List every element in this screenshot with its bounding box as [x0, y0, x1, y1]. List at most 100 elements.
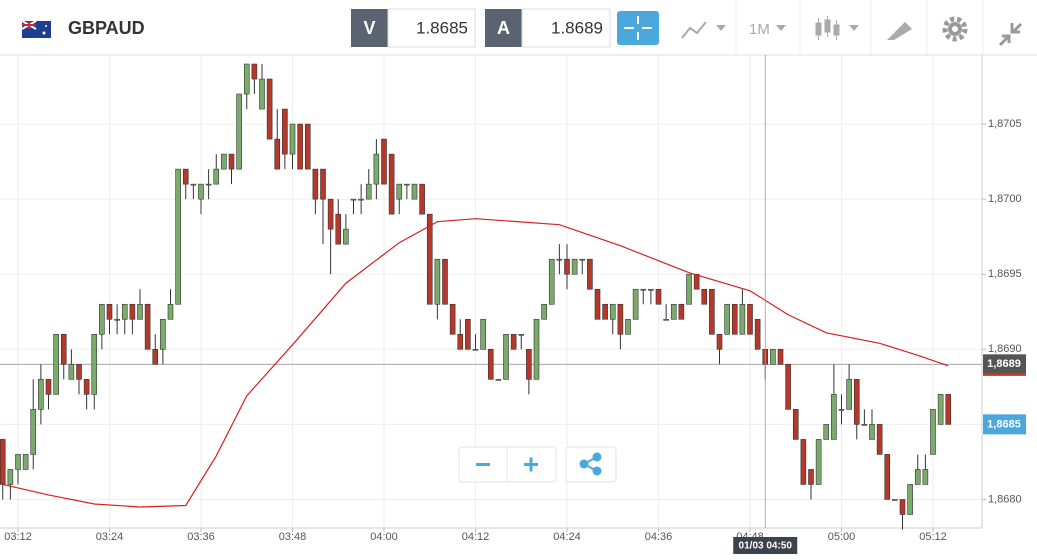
- candle-body: [526, 349, 532, 380]
- candle-body: [449, 303, 456, 335]
- candle-body: [937, 394, 944, 425]
- candle-body: [121, 303, 128, 320]
- candle-body: [282, 108, 288, 155]
- bid-box[interactable]: [387, 8, 476, 48]
- symbol: GBPAUD: [68, 18, 145, 38]
- moving-average-line: [2, 218, 949, 508]
- candle-body: [297, 123, 303, 170]
- candle-body: [396, 183, 403, 200]
- candle-body: [289, 123, 296, 155]
- candle-body: [205, 183, 212, 186]
- candle-body: [556, 258, 563, 261]
- candle-body: [137, 303, 143, 320]
- candle-body: [564, 258, 570, 275]
- candle-body: [678, 303, 685, 320]
- candle-body: [747, 303, 753, 335]
- bid-label-box: [983, 414, 1026, 435]
- collapse-button[interactable]: [998, 22, 1023, 47]
- candle-body: [167, 303, 174, 320]
- candle-body: [632, 288, 639, 320]
- candle-body: [640, 288, 647, 291]
- candle-body: [411, 183, 418, 200]
- candle-body: [800, 439, 807, 485]
- candle-body: [853, 379, 860, 425]
- candle-body: [777, 349, 784, 365]
- candle-body: [770, 349, 776, 365]
- timeframe[interactable]: 1M: [749, 21, 770, 38]
- bid-letter: V: [363, 18, 375, 38]
- x-tick-label: 04:12: [462, 531, 490, 543]
- candle-body: [350, 198, 357, 201]
- candle-body: [876, 424, 883, 455]
- candle-body: [693, 273, 700, 290]
- timeframe-caret: [776, 25, 786, 31]
- candle-body: [274, 138, 281, 170]
- y-tick-label: 1,8690: [988, 343, 1022, 355]
- candle-body: [831, 394, 837, 440]
- candle-style-button[interactable]: [815, 16, 859, 40]
- candle-body: [716, 333, 723, 350]
- candle-body: [259, 78, 265, 110]
- candle-body: [442, 258, 448, 305]
- bid-button[interactable]: [351, 9, 388, 47]
- candle-body: [0, 439, 6, 485]
- ask-letter: A: [497, 18, 510, 38]
- candle-body: [335, 213, 342, 245]
- candle-body: [754, 318, 761, 350]
- share-button[interactable]: [579, 452, 602, 476]
- settings-button[interactable]: [942, 16, 968, 42]
- candle-body: [899, 499, 906, 515]
- draw-tool-button[interactable]: [887, 22, 912, 40]
- candle-body: [701, 288, 708, 305]
- candle-body: [571, 258, 578, 275]
- candle-body: [861, 424, 868, 426]
- candle-body: [922, 469, 929, 485]
- toolbar: GBPAUD V 1.8685 A 1.8689 1M: [0, 0, 1037, 56]
- candle-body: [228, 153, 235, 170]
- y-tick-label: 1,8695: [988, 268, 1022, 280]
- x-tick-label: 05:00: [828, 531, 856, 543]
- ask-button[interactable]: [485, 9, 522, 47]
- x-tick-label: 03:24: [96, 531, 124, 543]
- x-tick-label: 04:24: [553, 531, 581, 543]
- candle-body: [388, 153, 395, 215]
- candle-body: [731, 303, 738, 335]
- candle-body: [892, 499, 898, 501]
- candle-body: [15, 454, 21, 470]
- candle-body: [358, 198, 364, 201]
- candle-body: [914, 469, 921, 485]
- candle-body: [236, 93, 242, 170]
- y-tick-label: 1,8700: [988, 193, 1022, 205]
- candle-body: [663, 318, 669, 321]
- candle-body: [182, 168, 189, 185]
- candle-body: [785, 364, 791, 410]
- candle-body: [617, 303, 624, 335]
- candle-body: [76, 364, 82, 380]
- x-tick-label: 04:36: [645, 531, 673, 543]
- candle-body: [465, 318, 471, 350]
- candle-body: [930, 409, 936, 455]
- candle-body: [487, 349, 494, 380]
- candle-body: [510, 333, 517, 350]
- candle-body: [602, 303, 608, 320]
- chart-type-button[interactable]: [681, 21, 726, 39]
- zoom-in-button[interactable]: [524, 457, 538, 472]
- candle-body: [518, 333, 525, 336]
- share-panel: [565, 446, 617, 483]
- y-tick-label: 1,8705: [988, 118, 1022, 130]
- candle-body: [373, 153, 380, 185]
- candle-body: [221, 153, 227, 170]
- crosshair-button[interactable]: [617, 11, 659, 45]
- bid-price: 1.8685: [416, 18, 468, 37]
- plot-area: 03:12 03:24 03:36 03:48 04:00 04:12 04:24 04:36…: [0, 55, 1026, 554]
- y-tick-label: 1,8680: [988, 493, 1022, 505]
- candle-body: [594, 288, 601, 320]
- price-label-box: [983, 354, 1026, 375]
- candle-body: [152, 349, 159, 365]
- ask-box[interactable]: [521, 8, 611, 48]
- candle-body: [541, 303, 547, 320]
- price-label: 1,8689: [987, 358, 1021, 370]
- candle-body: [579, 258, 586, 261]
- candle-body: [792, 409, 799, 440]
- candle-body: [7, 469, 14, 485]
